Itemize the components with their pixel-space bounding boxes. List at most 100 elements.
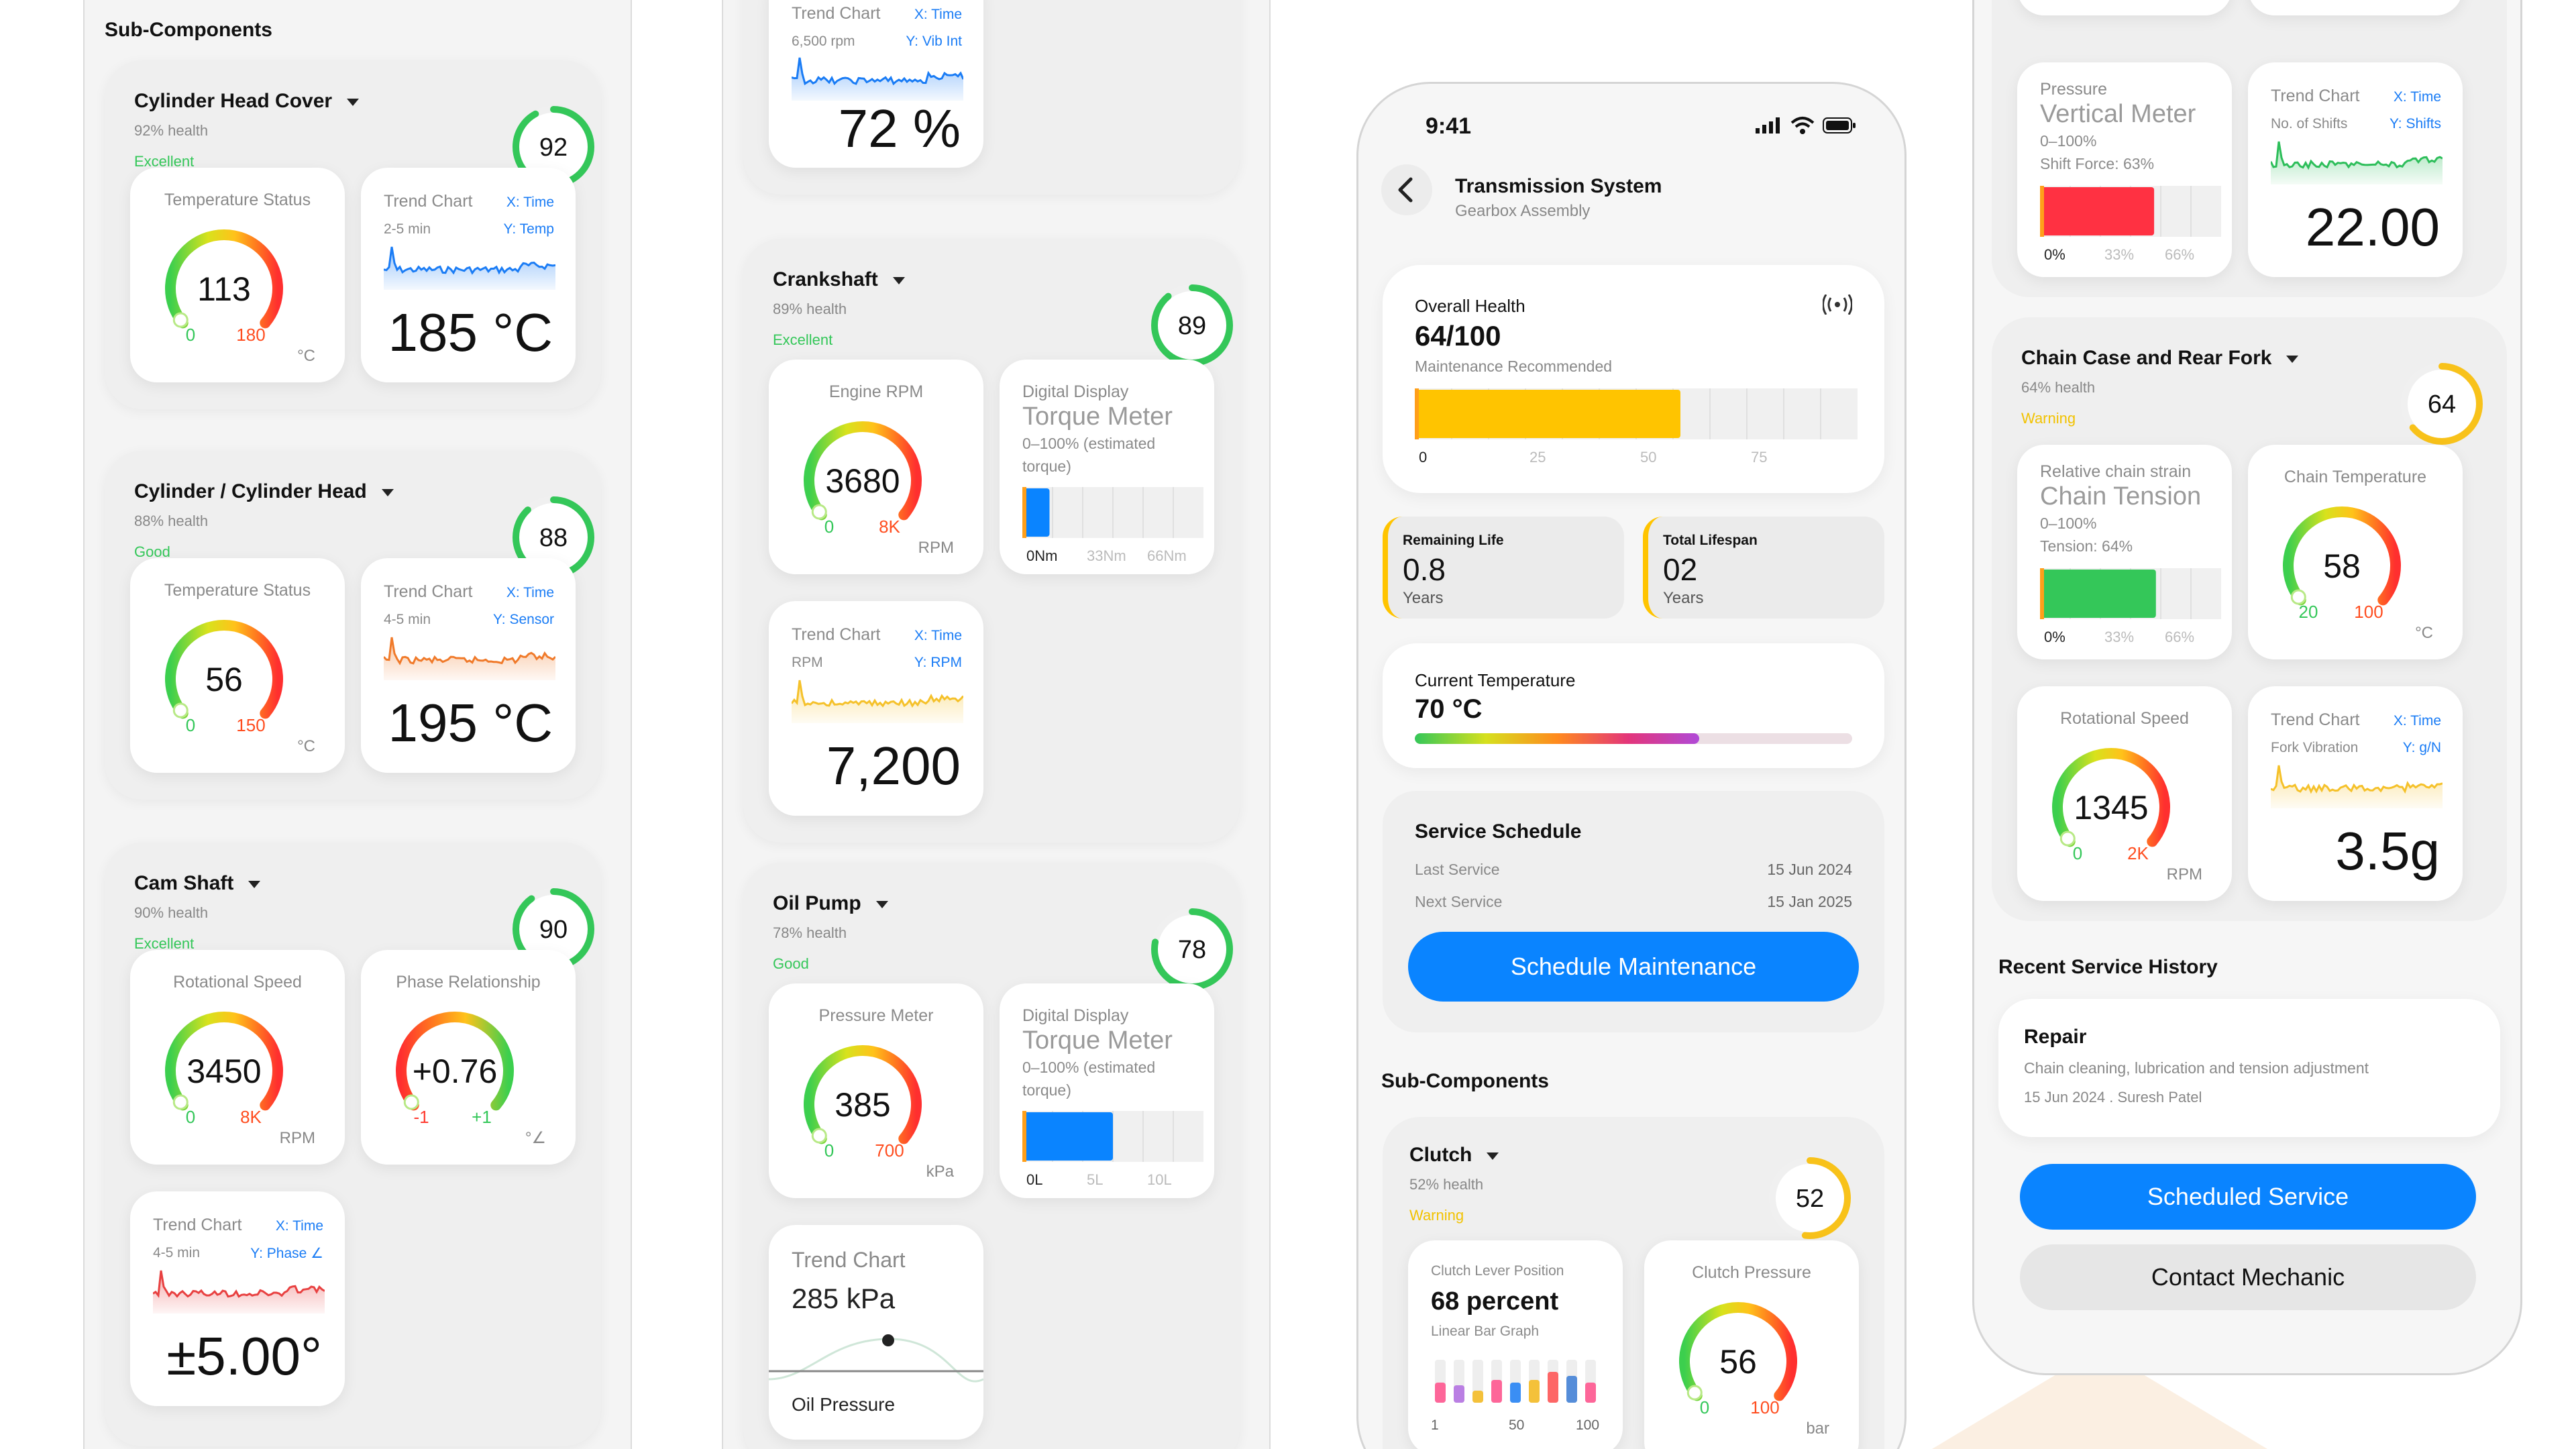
component-card-cam-shaft[interactable]: Cam Shaft 90% health Excellent 90 Rotati… (105, 843, 601, 1446)
chain-tension-tile[interactable]: Relative chain strain Chain Tension 0–10… (2017, 445, 2232, 659)
oil-pressure-trend-tile[interactable]: Trend Chart 285 kPa Oil Pressure (769, 1225, 983, 1440)
phone-frame: 9:41 Transmission System Gearbox Assembl… (1356, 82, 1907, 1449)
subcomponents-heading: Sub-Components (1381, 1070, 1549, 1092)
chevron-down-icon[interactable] (1487, 1152, 1499, 1160)
history-card[interactable]: Repair Chain cleaning, lubrication and t… (1998, 999, 2500, 1137)
pressure-wave (769, 1334, 983, 1383)
tile-label: Rotational Speed (2060, 709, 2189, 728)
clutch-pressure-tile[interactable]: Clutch Pressure 56 0 100 bar (1644, 1240, 1859, 1449)
vertical-meter-tile[interactable]: Pressure Vertical Meter 0–100% Shift For… (2017, 62, 2232, 277)
overall-health-note: Maintenance Recommended (1415, 358, 1613, 375)
schedule-maintenance-button[interactable]: Schedule Maintenance (1408, 932, 1859, 1002)
current-temperature-card[interactable]: Current Temperature 70 °C (1383, 643, 1884, 768)
gauge-value: 56 (205, 661, 243, 698)
meter-tick-label: 50 (1640, 449, 1656, 466)
chain-temperature-tile[interactable]: Chain Temperature 58 20 100 °C (2248, 445, 2463, 659)
gauge-arc (804, 1045, 922, 1144)
gauge-min: 0 (186, 325, 195, 345)
tile-label: Chain Temperature (2284, 468, 2427, 486)
gauge-arc (165, 1012, 283, 1111)
trend-chart-tile[interactable]: Trend Chart X: Time 4-5 min Y: Phase ∠ ±… (130, 1191, 345, 1406)
tile-label: Trend Chart (384, 192, 473, 211)
lever-bar (1529, 1380, 1540, 1403)
meter-desc: 0–100% (2040, 515, 2097, 532)
contact-mechanic-button[interactable]: Contact Mechanic (2020, 1244, 2476, 1310)
x-axis-label: X: Time (506, 195, 554, 210)
status-excellent: Excellent (134, 935, 195, 952)
lever-desc: Linear Bar Graph (1431, 1324, 1540, 1339)
partial-tile (2017, 0, 2232, 15)
torque-meter-tile[interactable]: Digital Display Torque Meter 0–100% (est… (1000, 360, 1214, 574)
meter-tick-label: 0Nm (1026, 547, 1057, 561)
temperature-gauge: 56 0 150 °C (165, 620, 315, 755)
gauge-unit: bar (1806, 1419, 1829, 1438)
rotational-speed-tile[interactable]: Rotational Speed 3450 0 8K RPM (130, 950, 345, 1165)
component-health: 52% health (1409, 1176, 1484, 1193)
component-title: Cam Shaft (134, 872, 234, 894)
ring-score: 52 (1796, 1185, 1824, 1213)
component-card-vibration[interactable]: Trend Chart X: Time 6,500 rpm Y: Vib Int… (743, 0, 1240, 195)
x-axis-label: X: Time (506, 585, 554, 600)
y-axis-label: Y: Shifts (2389, 116, 2441, 131)
sparkline-line (792, 680, 963, 708)
gauge-knob (2059, 830, 2076, 847)
trend-value: 72 % (838, 99, 961, 158)
trend-chart-tile[interactable]: Trend Chart X: Time RPM Y: RPM 7,200 (769, 601, 983, 816)
component-card-chain-case[interactable]: Chain Case and Rear Fork 64% health Warn… (1992, 317, 2507, 921)
x-axis-label: X: Time (914, 628, 962, 643)
overall-health-card[interactable]: Overall Health 64/100 Maintenance Recomm… (1383, 265, 1884, 493)
clutch-lever-tile[interactable]: Clutch Lever Position 68 percent Linear … (1408, 1240, 1623, 1449)
chevron-down-icon[interactable] (2286, 355, 2299, 363)
lever-value: 68 percent (1431, 1287, 1559, 1316)
overall-health-bar: 0 25 50 75 (1415, 388, 1858, 466)
status-warning: Warning (1409, 1207, 1464, 1224)
page-subtitle: Gearbox Assembly (1455, 202, 1591, 220)
tile-label: Phase Relationship (396, 973, 541, 991)
next-service-value: 15 Jan 2025 (1767, 893, 1852, 910)
component-card-crankshaft[interactable]: Crankshaft 89% health Excellent 89 Engin… (743, 239, 1240, 843)
gauge-knob (172, 312, 189, 328)
component-title: Crankshaft (773, 268, 878, 290)
chevron-down-icon[interactable] (248, 880, 261, 888)
scheduled-service-button[interactable]: Scheduled Service (2020, 1164, 2476, 1230)
engine-rpm-tile[interactable]: Engine RPM 3680 0 8K RPM (769, 360, 983, 574)
ring-score: 64 (2428, 390, 2456, 419)
gauge-unit: kPa (926, 1163, 955, 1181)
component-card-cylinder-head[interactable]: Cylinder / Cylinder Head 88% health Good… (105, 451, 601, 800)
trend-value: 185 °C (388, 303, 553, 362)
component-card-clutch[interactable]: Clutch 52% health Warning 52 Clutch Leve… (1383, 1117, 1884, 1449)
gauge-knob (2290, 589, 2306, 605)
chevron-down-icon[interactable] (347, 98, 360, 106)
meter-tick-label: 66Nm (1147, 547, 1187, 561)
trend-caption: Oil Pressure (792, 1394, 896, 1415)
torque-meter-tile[interactable]: Digital Display Torque Meter 0–100% (est… (1000, 983, 1214, 1198)
chevron-down-icon[interactable] (875, 900, 888, 908)
component-health: 64% health (2021, 379, 2096, 396)
tile-label: Relative chain strain (2040, 462, 2192, 481)
trend-chart-tile[interactable]: Trend Chart X: Time 2-5 min Y: Temp 185 … (361, 168, 576, 382)
component-card-oil-pump[interactable]: Oil Pump 78% health Good 78 Pressure Met… (743, 863, 1240, 1449)
component-title: Clutch (1409, 1144, 1472, 1166)
rotational-speed-tile[interactable]: Rotational Speed 1345 0 2K RPM (2017, 686, 2232, 901)
temperature-status-tile[interactable]: Temperature Status 113 0 180 °C (130, 168, 345, 382)
phase-relationship-tile[interactable]: Phase Relationship +0.76 -1 +1 °∠ (361, 950, 576, 1165)
trend-sparkline (792, 680, 963, 723)
meter-desc: Shift Force: 63% (2040, 155, 2155, 172)
gauge-arc (396, 1012, 514, 1111)
trend-chart-tile[interactable]: Trend Chart X: Time 6,500 rpm Y: Vib Int… (769, 0, 983, 168)
gauge-max: 100 (2354, 602, 2383, 622)
trend-chart-tile[interactable]: Trend Chart X: Time 4-5 min Y: Sensor 19… (361, 558, 576, 773)
trend-chart-tile[interactable]: Trend Chart X: Time Fork Vibration Y: g/… (2248, 686, 2463, 901)
chevron-down-icon[interactable] (381, 488, 394, 496)
gauge-arc (1679, 1302, 1797, 1401)
lever-bar (1454, 1385, 1464, 1403)
back-button[interactable] (1381, 164, 1432, 215)
trend-chart-tile[interactable]: Trend Chart X: Time No. of Shifts Y: Shi… (2248, 62, 2463, 277)
component-card-cylinder-head-cover[interactable]: Cylinder Head Cover 92% health Excellent… (105, 60, 601, 409)
chevron-down-icon[interactable] (892, 276, 905, 284)
phone-frame-right: Pressure Vertical Meter 0–100% Shift For… (1972, 0, 2522, 1375)
temperature-status-tile[interactable]: Temperature Status 56 0 150 °C (130, 558, 345, 773)
temperature-label: Current Temperature (1415, 670, 1576, 690)
pressure-meter-tile[interactable]: Pressure Meter 385 0 700 kPa (769, 983, 983, 1198)
